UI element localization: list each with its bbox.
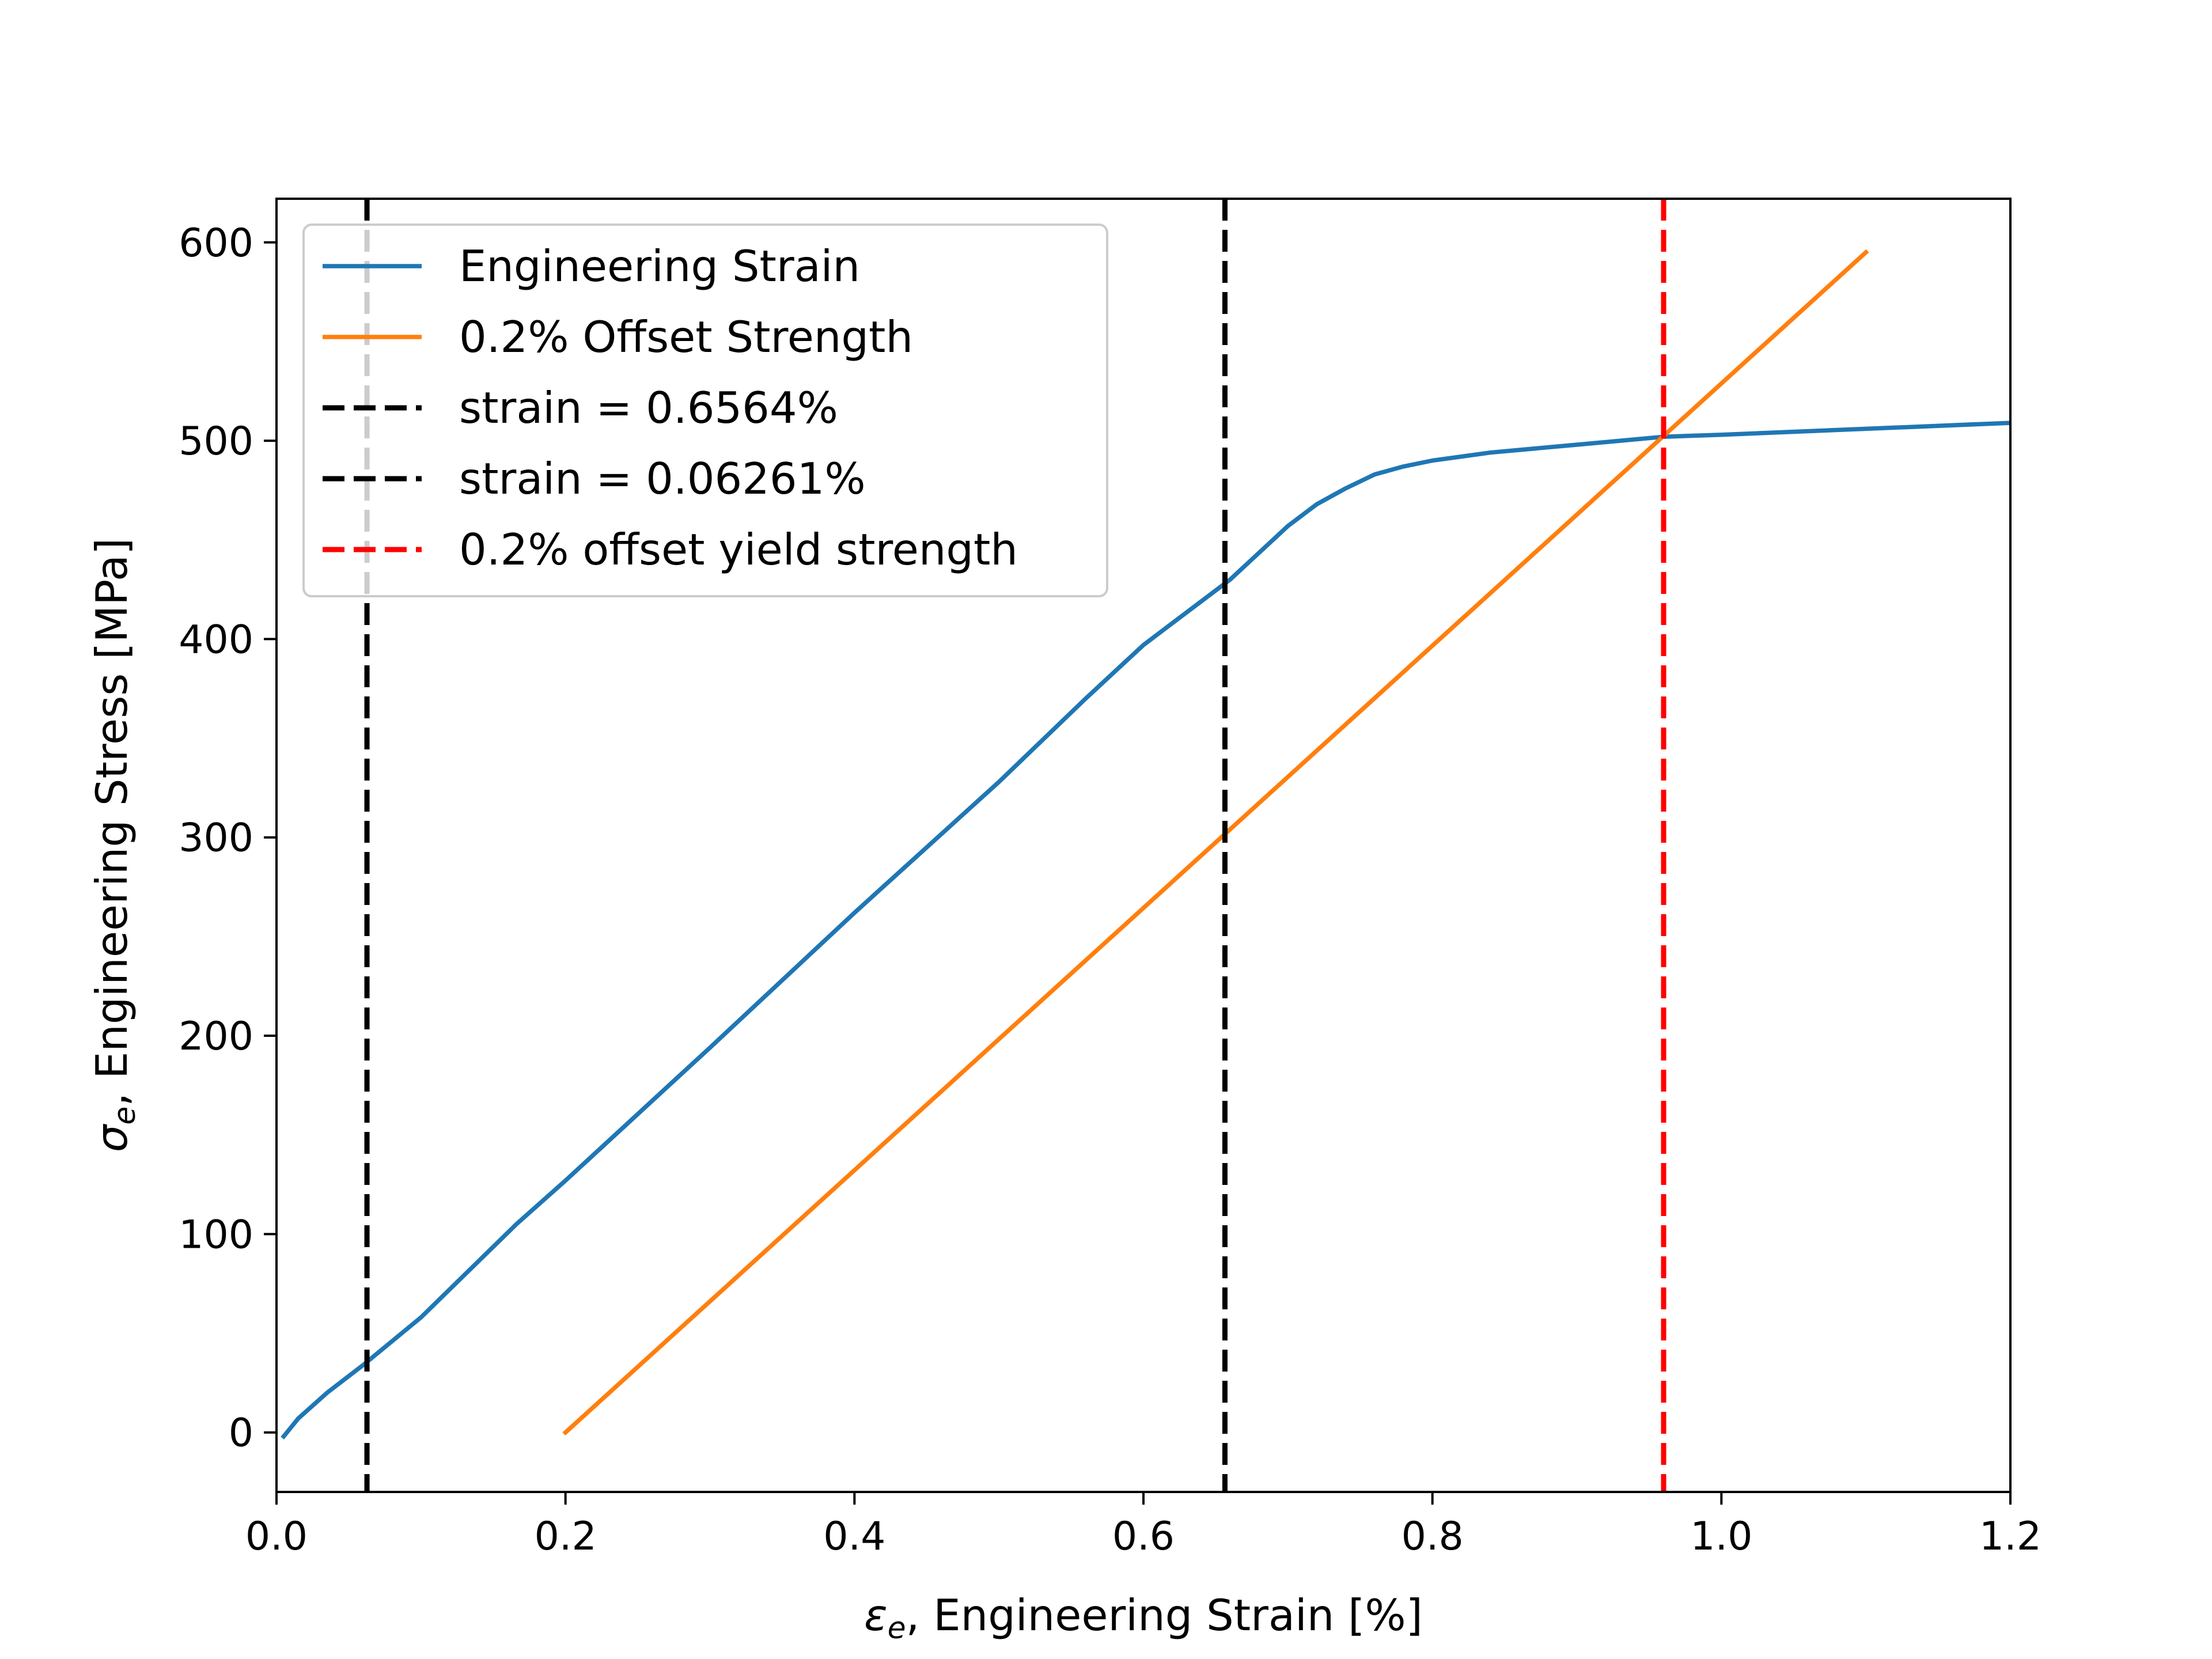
y-tick-label: 100 [179,1212,253,1257]
x-tick-label: 0.2 [535,1514,597,1559]
x-tick-label: 1.2 [1979,1514,2041,1559]
legend-box [302,224,1108,597]
x-tick-label: 0.6 [1112,1514,1175,1559]
series-0-2-offset-strength-line [562,249,1869,1435]
x-tick-label: 0.8 [1402,1514,1464,1559]
series-layer [281,199,2010,1492]
y-axis-label-symbol: σ [86,1123,137,1152]
legend-engineering-strain-label: Engineering Strain [459,241,860,291]
series-engineering-strain-line [281,421,2010,1440]
y-axis: 0 100 200 300 400 500 600 [179,221,276,1456]
legend-0-2-offset-yield-strength-label: 0.2% offset yield strength [459,524,1018,575]
y-tick-label: 600 [179,221,253,266]
legend-strain-0-06261-label: strain = 0.06261% [459,453,866,504]
legend: Engineering Strain 0.2% Offset Strength st… [302,224,1108,597]
x-axis: 0.0 0.2 0.4 0.6 0.8 1.0 1.2 [245,1492,2041,1559]
x-tick-label: 0.4 [823,1514,885,1559]
x-tick-label: 0.0 [245,1514,308,1559]
y-tick-label: 500 [179,419,253,464]
x-axis-label-text: , Engineering Strain [%] [906,1590,1423,1641]
x-axis-label: εe, Engineering Strain [%] [864,1590,1423,1646]
legend-0-2-offset-strength-label: 0.2% Offset Strength [459,312,913,362]
y-axis-label: σe, Engineering Stress [MPa] [86,538,142,1152]
x-axis-label-symbol: ε [864,1590,888,1641]
y-tick-label: 400 [179,617,253,662]
x-tick-label: 1.0 [1690,1514,1752,1559]
y-tick-label: 300 [179,816,253,861]
y-axis-label-subscript: e [108,1107,142,1125]
y-tick-label: 200 [179,1014,253,1059]
y-axis-label-text: , Engineering Stress [MPa] [86,538,137,1107]
y-tick-label: 0 [229,1411,253,1456]
legend-strain-0-6564-label: strain = 0.6564% [459,382,838,433]
x-axis-label-subscript: e [888,1611,906,1646]
